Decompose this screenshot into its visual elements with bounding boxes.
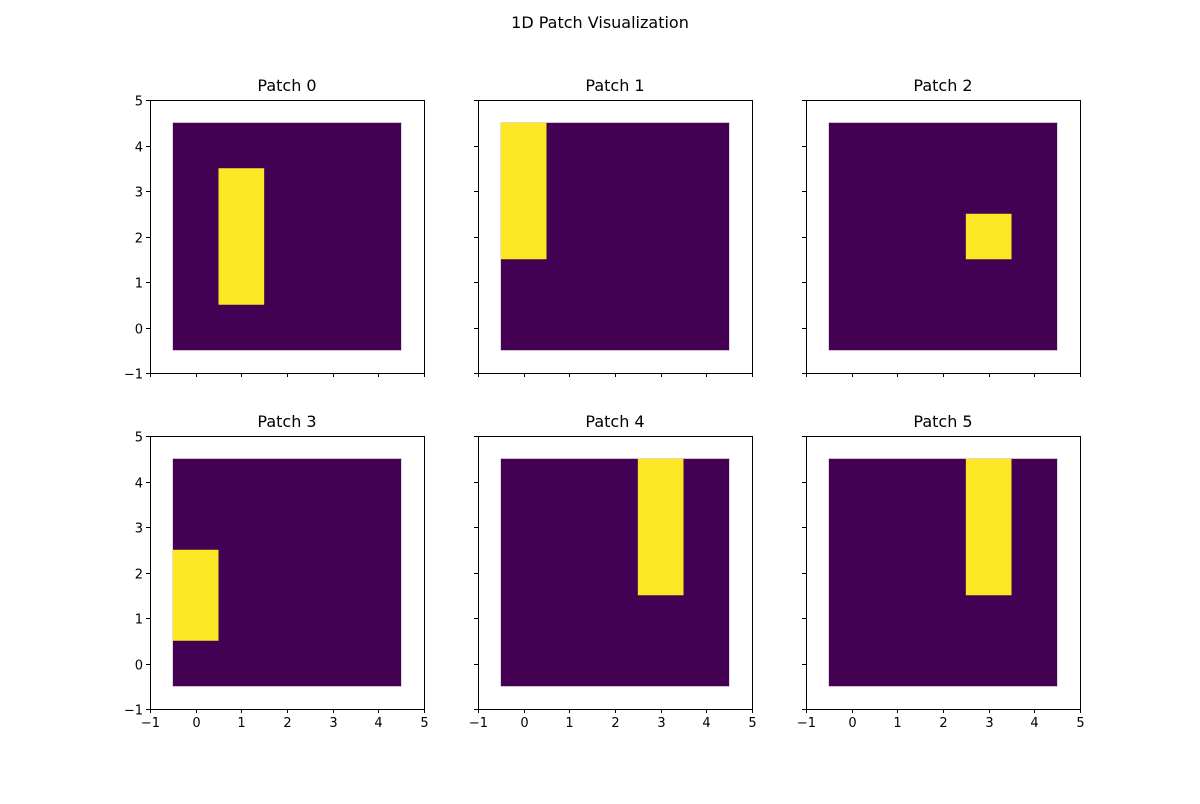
x-tick-label: −1	[141, 716, 160, 731]
y-tick-label: 1	[135, 277, 143, 292]
x-tick-label: 1	[237, 716, 245, 731]
patch-background	[172, 122, 402, 351]
subplot-patch-4: Patch 4 −1 0 1 2 3 4 5	[469, 412, 757, 731]
y-tick-label: 3	[135, 522, 143, 537]
x-tick-label: 4	[374, 716, 382, 731]
y-tick-label: 1	[135, 613, 143, 628]
patch-highlight	[172, 549, 219, 641]
y-tick-label: 2	[135, 232, 143, 247]
y-tick-label: 5	[135, 95, 143, 110]
y-tick-label: 5	[135, 431, 143, 446]
x-tick-label: 2	[611, 716, 619, 731]
x-tick-label: 5	[748, 716, 756, 731]
x-tick-label: 0	[848, 716, 856, 731]
patch-highlight	[965, 458, 1012, 596]
patch-highlight	[965, 213, 1012, 260]
y-tick-label: 4	[135, 141, 143, 156]
figure-title: 1D Patch Visualization	[511, 13, 689, 32]
y-tick-label: 0	[135, 659, 143, 674]
patch-highlight	[500, 122, 547, 260]
x-tick-label: 4	[702, 716, 710, 731]
y-tick-label: −1	[124, 704, 143, 719]
subplot-title: Patch 5	[913, 412, 972, 431]
subplot-patch-3: Patch 3 −1 0 1 2 3 4 5 −1 0 1 2 3 4 5	[124, 412, 429, 731]
x-tick-label: 2	[939, 716, 947, 731]
y-tick-label: 0	[135, 323, 143, 338]
x-tick-label: 0	[192, 716, 200, 731]
subplot-patch-5: Patch 5 −1 0 1 2 3 4 5	[797, 412, 1085, 731]
y-tick-label: 4	[135, 477, 143, 492]
subplot-title: Patch 3	[257, 412, 316, 431]
y-tick-label: −1	[124, 368, 143, 383]
x-tick-label: −1	[797, 716, 816, 731]
subplot-title: Patch 4	[585, 412, 644, 431]
subplot-title: Patch 1	[585, 76, 644, 95]
x-tick-label: 1	[893, 716, 901, 731]
x-tick-label: 3	[657, 716, 665, 731]
subplot-patch-1: Patch 1	[474, 76, 753, 377]
patch-highlight	[218, 168, 265, 305]
x-tick-label: 5	[1076, 716, 1084, 731]
x-tick-label: 3	[329, 716, 337, 731]
y-tick-label: 2	[135, 568, 143, 583]
x-tick-label: −1	[469, 716, 488, 731]
subplot-patch-2: Patch 2	[802, 76, 1081, 377]
x-tick-label: 2	[283, 716, 291, 731]
x-tick-label: 0	[520, 716, 528, 731]
subplot-title: Patch 2	[913, 76, 972, 95]
subplot-title: Patch 0	[257, 76, 316, 95]
patch-highlight	[637, 458, 684, 596]
x-tick-label: 5	[420, 716, 428, 731]
x-tick-label: 3	[985, 716, 993, 731]
subplot-patch-0: Patch 0 −1 0 1 2 3 4 5	[124, 76, 425, 383]
y-tick-label: 3	[135, 186, 143, 201]
patch-background	[828, 122, 1058, 351]
x-tick-label: 4	[1030, 716, 1038, 731]
patch-background	[500, 458, 730, 687]
x-tick-label: 1	[565, 716, 573, 731]
patch-background	[828, 458, 1058, 687]
